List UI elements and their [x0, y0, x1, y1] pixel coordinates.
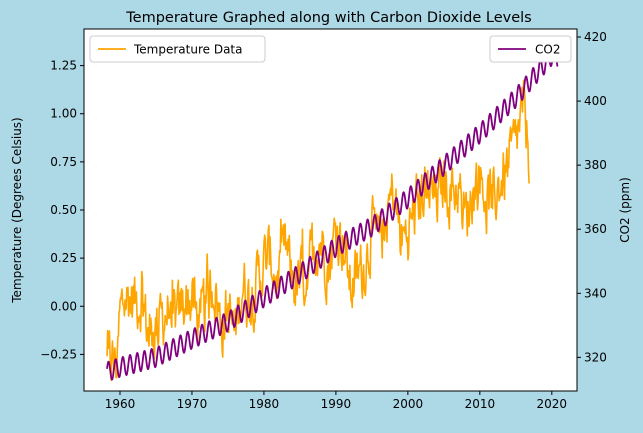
left-axis-label: Temperature (Degrees Celsius) — [10, 117, 24, 303]
right-tick-label: 400 — [584, 94, 607, 108]
right-tick-label: 340 — [584, 286, 607, 300]
plot-clip-group — [106, 47, 559, 382]
legend-temperature-box — [89, 35, 266, 63]
legend-co2-box — [489, 35, 572, 63]
chart-title: Temperature Graphed along with Carbon Di… — [125, 10, 531, 26]
legend-temperature-label: Temperature Data — [133, 43, 242, 57]
left-tick-label: 0.75 — [50, 155, 77, 169]
temperature-series — [106, 79, 530, 382]
right-tick-label: 380 — [584, 158, 607, 172]
left-tick-label: 1.00 — [50, 107, 77, 121]
left-tick-label: 1.25 — [50, 59, 77, 73]
temperature-line — [106, 79, 530, 382]
left-tick-label: −0.25 — [40, 347, 77, 361]
x-tick-label: 2000 — [393, 397, 424, 411]
right-axis-ticks: 320 340 360 380 400 420 — [577, 30, 607, 364]
x-tick-label: 2010 — [465, 397, 496, 411]
co2-line — [106, 47, 559, 381]
x-tick-label: 1960 — [105, 397, 136, 411]
left-tick-label: 0.25 — [50, 251, 77, 265]
x-tick-label: 1990 — [321, 397, 352, 411]
plot-frame — [83, 28, 578, 392]
x-axis-ticks: 1960 1970 1980 1990 2000 2010 2020 — [105, 391, 567, 411]
legend-co2-label: CO2 — [535, 43, 560, 57]
right-axis-label: CO2 (ppm) — [618, 177, 632, 243]
right-tick-label: 360 — [584, 222, 607, 236]
right-tick-label: 320 — [584, 350, 607, 364]
x-tick-label: 1970 — [177, 397, 208, 411]
co2-series — [106, 47, 559, 381]
legend-co2: CO2 — [489, 35, 572, 63]
right-tick-label: 420 — [584, 30, 607, 44]
left-tick-label: 0.00 — [50, 299, 77, 313]
left-axis-ticks: −0.25 0.00 0.25 0.50 0.75 1.00 1.25 — [40, 59, 84, 361]
legend-temperature: Temperature Data — [89, 35, 266, 63]
left-tick-label: 0.50 — [50, 203, 77, 217]
x-tick-label: 1980 — [249, 397, 280, 411]
x-tick-label: 2020 — [537, 397, 568, 411]
